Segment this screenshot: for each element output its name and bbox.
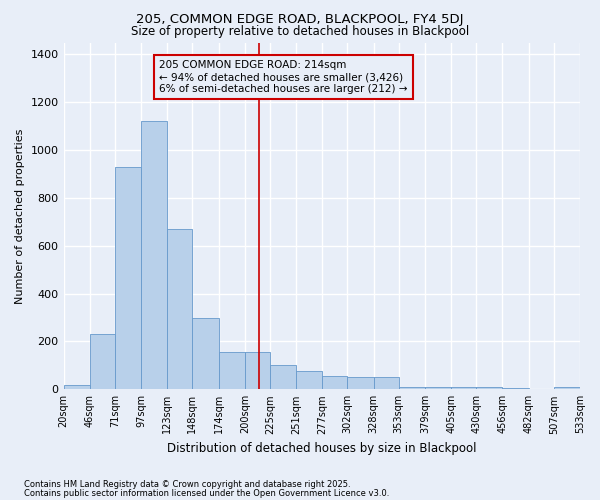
Bar (218, 352, 245, 390)
Text: Contains HM Land Registry data © Crown copyright and database right 2025.: Contains HM Land Registry data © Crown c… (24, 480, 350, 489)
Bar (141, 122, 167, 390)
Bar (502, 388, 529, 390)
Text: Contains public sector information licensed under the Open Government Licence v3: Contains public sector information licen… (24, 490, 389, 498)
Bar (322, 376, 347, 390)
Bar (451, 388, 476, 390)
Bar (554, 387, 580, 390)
Bar (270, 366, 296, 390)
Text: 205, COMMON EDGE ROAD, BLACKPOOL, FY4 5DJ: 205, COMMON EDGE ROAD, BLACKPOOL, FY4 5D… (136, 12, 464, 26)
Y-axis label: Number of detached properties: Number of detached properties (15, 128, 25, 304)
Bar (193, 318, 218, 390)
Bar (90, 334, 115, 390)
Bar (347, 378, 374, 390)
Bar (167, 229, 193, 390)
Bar (245, 352, 270, 390)
Bar (399, 388, 425, 390)
Bar (374, 378, 399, 390)
Text: Size of property relative to detached houses in Blackpool: Size of property relative to detached ho… (131, 25, 469, 38)
Bar (115, 167, 141, 390)
X-axis label: Distribution of detached houses by size in Blackpool: Distribution of detached houses by size … (167, 442, 476, 455)
Text: 205 COMMON EDGE ROAD: 214sqm
← 94% of detached houses are smaller (3,426)
6% of : 205 COMMON EDGE ROAD: 214sqm ← 94% of de… (159, 60, 407, 94)
Bar (64, 384, 90, 390)
Bar (425, 388, 451, 390)
Bar (476, 388, 502, 390)
Bar (296, 372, 322, 390)
